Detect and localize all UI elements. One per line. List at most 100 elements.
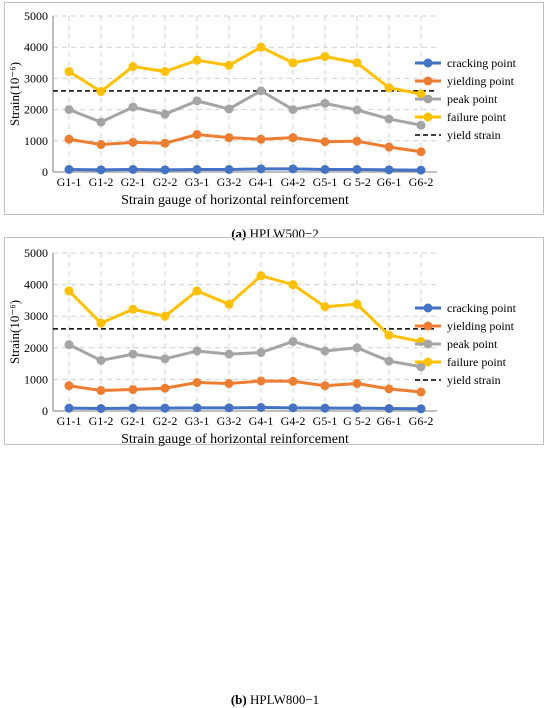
data-point: [96, 117, 106, 127]
data-point: [384, 330, 394, 340]
data-point: [160, 67, 170, 77]
x-tick-label: G6-2: [409, 414, 434, 428]
data-point: [352, 105, 362, 115]
data-point: [192, 130, 202, 140]
data-point: [288, 133, 298, 143]
x-tick-label: G5-1: [313, 414, 338, 428]
data-point: [256, 271, 266, 281]
data-point: [160, 109, 170, 119]
legend-swatch-marker: [423, 76, 433, 86]
y-axis-label: Strain(10⁻⁶): [7, 62, 22, 126]
x-tick-label: G2-2: [153, 414, 178, 428]
y-tick-label: 1000: [24, 134, 48, 148]
data-point: [288, 336, 298, 346]
data-point: [320, 137, 330, 147]
series-line: [68, 406, 422, 411]
data-point: [224, 299, 234, 309]
data-point: [256, 403, 266, 413]
data-point: [352, 165, 362, 175]
data-point: [416, 89, 426, 99]
data-point: [64, 381, 74, 391]
data-point: [96, 87, 106, 97]
data-point: [352, 58, 362, 68]
legend-entry: cracking point: [447, 301, 517, 315]
series-line: [68, 133, 422, 154]
x-tick-label: G4-1: [249, 414, 274, 428]
data-point: [352, 379, 362, 389]
legend-swatch-marker: [423, 58, 433, 68]
data-point: [192, 286, 202, 296]
data-point: [384, 356, 394, 366]
chart-frame: 0 1000 2000 3000 4000 5000 G1-1 G1-2 G2-1 G2-2 G3-…: [4, 237, 544, 447]
data-point: [320, 165, 330, 175]
x-tick-label: G6-1: [377, 414, 402, 428]
legend-entry: cracking point: [447, 56, 517, 70]
data-point: [192, 96, 202, 106]
y-tick-label: 4000: [24, 40, 48, 54]
y-tick-label: 4000: [24, 278, 48, 292]
data-point: [320, 403, 330, 413]
data-point: [224, 133, 234, 143]
legend-entry: yield strain: [447, 128, 501, 142]
data-point: [256, 376, 266, 386]
x-tick-label: G1-1: [57, 414, 82, 428]
data-point: [192, 165, 202, 175]
caption-text: HPLW800−1: [249, 692, 320, 707]
data-point: [192, 378, 202, 388]
legend-entry: peak point: [447, 337, 498, 351]
data-point: [320, 346, 330, 356]
x-tick-label: G4-2: [281, 175, 306, 189]
series-line: [68, 45, 422, 96]
x-tick-label: G6-1: [377, 175, 402, 189]
data-point: [128, 304, 138, 314]
data-point: [288, 164, 298, 174]
data-point: [384, 384, 394, 394]
data-point: [384, 165, 394, 175]
data-point: [288, 58, 298, 68]
caption-letter: (b): [230, 692, 247, 707]
data-point: [96, 355, 106, 365]
data-point: [160, 354, 170, 364]
data-point: [64, 165, 74, 175]
x-tick-label: G5-1: [313, 175, 338, 189]
x-tick-label: G 5-2: [343, 414, 371, 428]
data-point: [416, 120, 426, 130]
figure-caption: (b) HPLW800−1: [0, 692, 550, 708]
data-point: [96, 165, 106, 175]
data-point: [384, 83, 394, 93]
data-point: [96, 403, 106, 413]
y-tick-label: 0: [42, 165, 48, 179]
x-tick-label: G1-2: [89, 175, 114, 189]
data-point: [320, 98, 330, 108]
data-point: [128, 349, 138, 359]
x-tick-label: G3-1: [185, 175, 210, 189]
x-tick-label: G2-2: [153, 175, 178, 189]
data-point: [256, 164, 266, 174]
data-point: [192, 403, 202, 413]
data-point: [416, 165, 426, 175]
series-line: [68, 379, 422, 394]
data-point: [416, 404, 426, 414]
series-line: [67, 274, 422, 343]
x-tick-label: G3-1: [185, 414, 210, 428]
data-point: [384, 142, 394, 152]
line-chart-b: 0 1000 2000 3000 4000 5000 G1-1 G1-2 G2-1 G2-2 G3-…: [7, 246, 517, 447]
data-point: [128, 165, 138, 175]
data-point: [224, 60, 234, 70]
chart-panel-b: 0 1000 2000 3000 4000 5000 G1-1 G1-2 G2-1 G2-2 G3-…: [0, 235, 550, 707]
legend-entry: yielding point: [447, 319, 515, 333]
data-point: [96, 140, 106, 150]
data-point: [384, 114, 394, 124]
x-axis-label: Strain gauge of horizontal reinforcement: [121, 193, 349, 208]
data-point: [288, 376, 298, 386]
data-point: [320, 381, 330, 391]
data-point: [160, 311, 170, 321]
data-point: [288, 280, 298, 290]
data-point: [256, 348, 266, 358]
chart-frame: 0 1000 2000 3000 4000 5000 G1-1 G1-2 G2-1 G2-2 G3-…: [4, 2, 544, 215]
y-tick-label: 2000: [24, 103, 48, 117]
x-tick-label: G4-2: [281, 414, 306, 428]
data-point: [352, 136, 362, 146]
data-point: [416, 362, 426, 372]
x-tick-label: G 5-2: [343, 175, 371, 189]
